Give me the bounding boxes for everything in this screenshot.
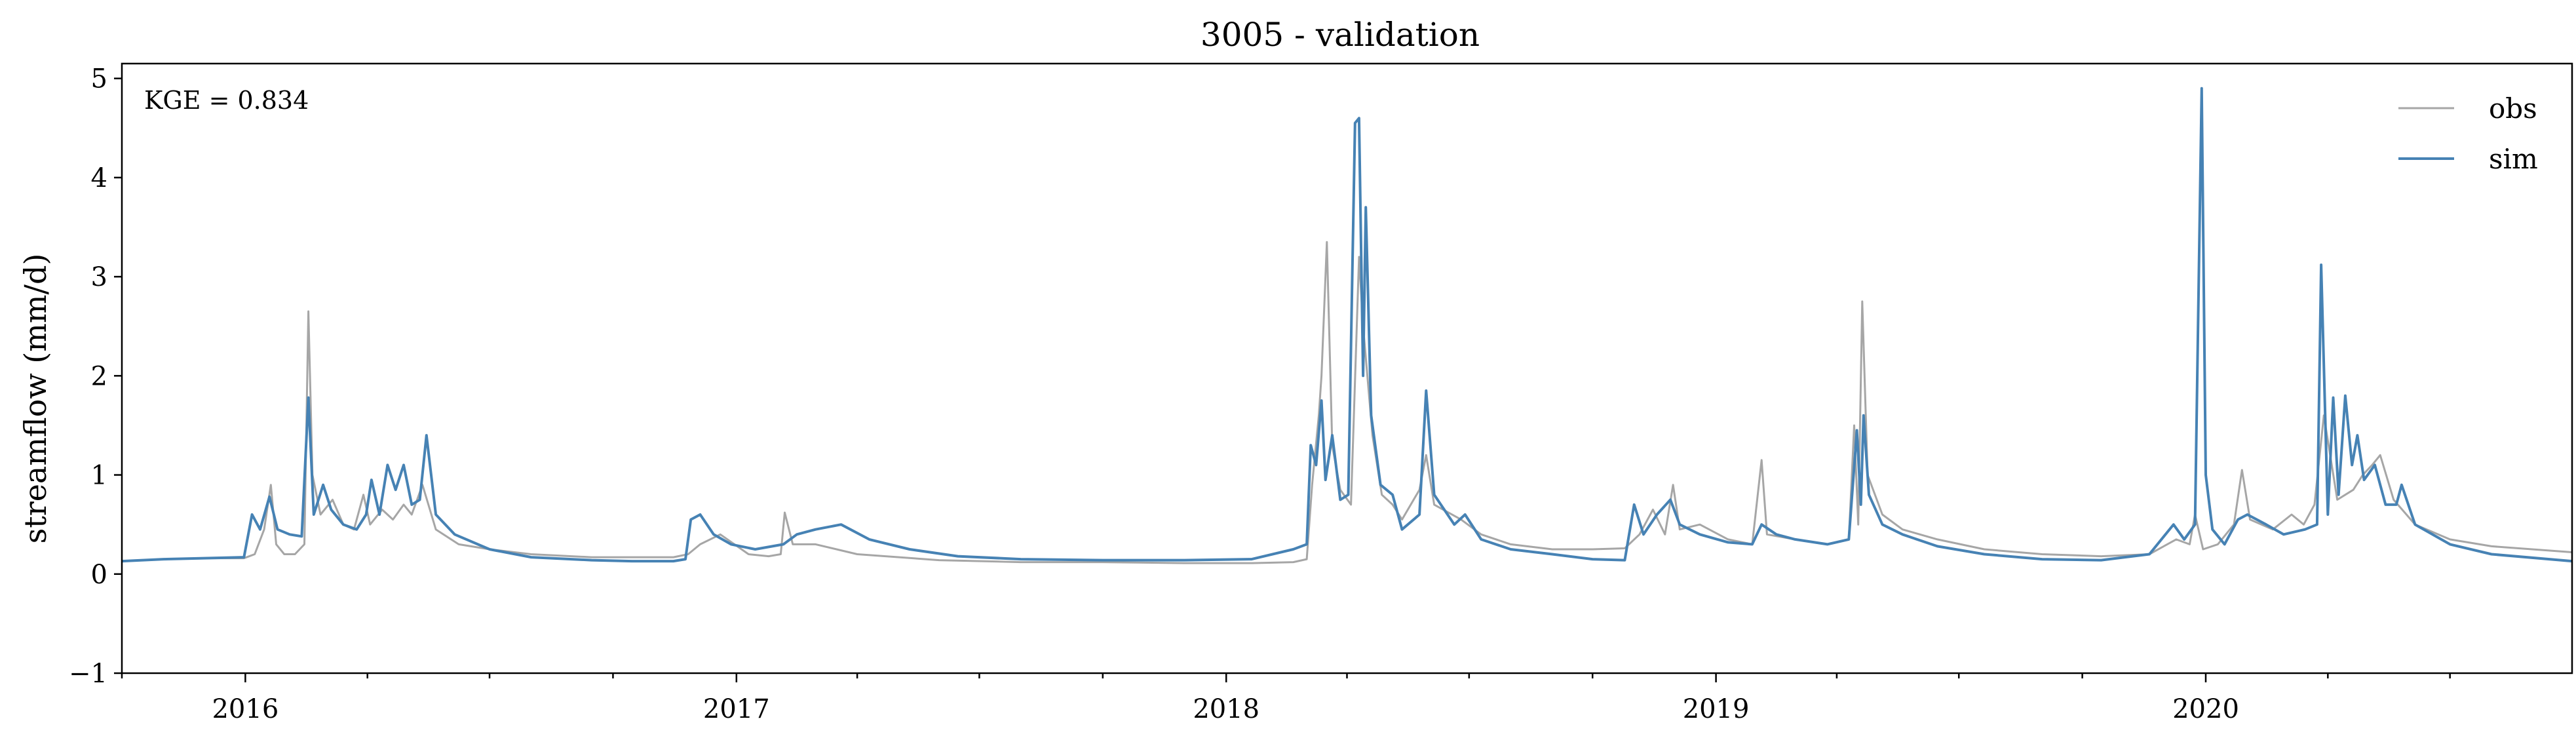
y-tick-label: 0	[91, 560, 107, 590]
y-tick-label: 2	[91, 361, 107, 391]
plot-area-frame	[121, 62, 2573, 674]
x-tick-label: 2020	[2172, 694, 2239, 724]
chart-title: 3005 - validation	[1201, 16, 1480, 54]
legend: obs sim	[2398, 92, 2538, 175]
y-tick-label: 4	[91, 163, 107, 193]
x-tick-label: 2016	[212, 694, 279, 724]
legend-sim-label: sim	[2489, 143, 2538, 175]
ticks-layer: −1 0 1 2 3 4 5 2016 2017 2018 2019 2020	[69, 64, 2451, 724]
y-tick-label: 3	[91, 262, 107, 292]
y-axis-label: streamflow (mm/d)	[18, 254, 53, 544]
series-layer	[121, 87, 2573, 564]
x-tick-label: 2017	[703, 694, 770, 724]
y-tick-label: 1	[91, 461, 107, 491]
kge-annotation: KGE = 0.834	[144, 86, 309, 115]
x-tick-label: 2018	[1193, 694, 1259, 724]
x-tick-label: 2019	[1683, 694, 1750, 724]
y-tick-label: 5	[91, 64, 107, 94]
y-tick-label: −1	[69, 659, 107, 689]
series-line-sim	[121, 87, 2573, 563]
series-line-obs	[121, 241, 2573, 564]
legend-obs-label: obs	[2489, 92, 2537, 125]
